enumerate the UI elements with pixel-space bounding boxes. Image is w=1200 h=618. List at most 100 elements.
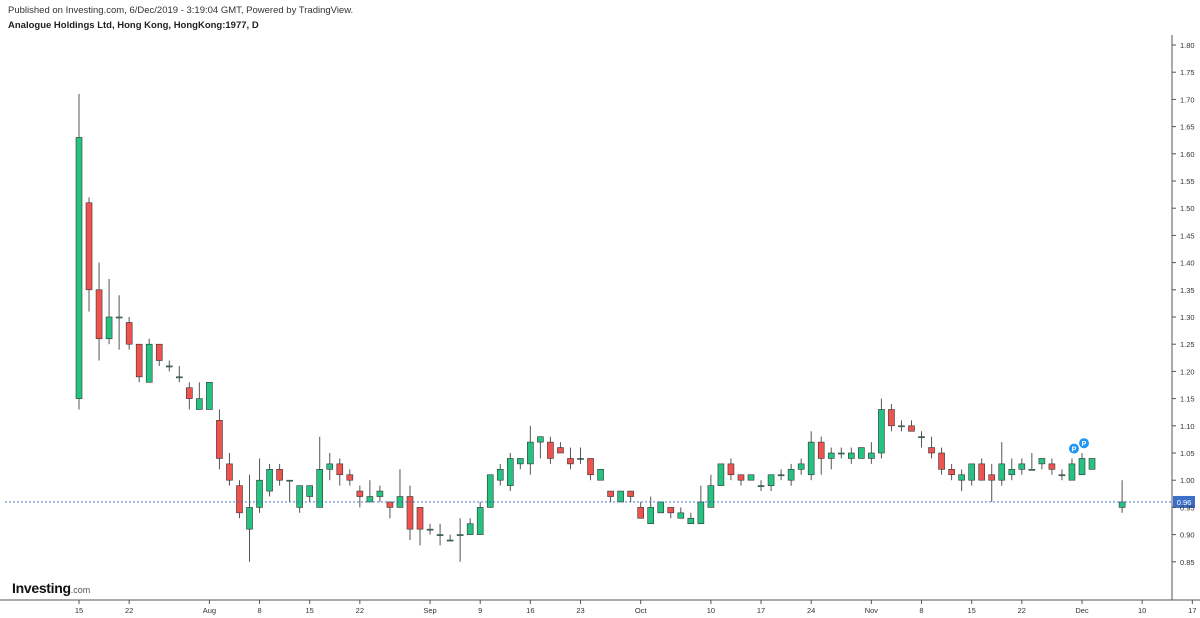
candle — [85, 197, 93, 312]
candle-body-up — [577, 458, 584, 460]
x-tick-label: Dec — [1075, 606, 1089, 615]
candle — [988, 463, 996, 502]
candle — [797, 458, 805, 475]
logo-name: Investing — [12, 580, 71, 596]
candle-body-down — [216, 420, 223, 459]
candle — [597, 469, 604, 481]
y-tick-label: 1.10 — [1180, 422, 1195, 431]
y-tick-label: 1.40 — [1180, 259, 1195, 268]
candle-body-up — [787, 469, 795, 481]
candle-body-up — [517, 458, 524, 465]
candle-body-down — [236, 485, 243, 514]
candle-body-down — [727, 463, 735, 476]
y-tick-label: 1.60 — [1180, 150, 1195, 159]
x-tick-label: 22 — [1018, 606, 1026, 615]
candle — [537, 436, 544, 459]
candle — [958, 469, 965, 492]
candle — [978, 458, 986, 481]
candle-body-up — [105, 316, 113, 340]
candle-body-up — [506, 458, 514, 486]
candle — [1088, 458, 1096, 470]
event-marker-label: P — [1072, 447, 1077, 454]
candle — [557, 442, 564, 454]
candle-body-down — [928, 447, 935, 454]
candle — [918, 431, 925, 448]
candle-body-up — [476, 507, 484, 535]
candle-body-up — [647, 507, 655, 525]
candle-body-up — [1008, 469, 1016, 476]
candle-body-up — [486, 474, 494, 508]
candle — [527, 425, 534, 475]
candle-body-up — [958, 474, 965, 481]
event-marker-label: P — [1082, 441, 1087, 448]
candle — [647, 496, 655, 525]
candle-body-up — [657, 501, 665, 514]
x-tick-label: 15 — [75, 606, 83, 615]
candle — [145, 338, 153, 383]
x-tick-label: 17 — [757, 606, 765, 615]
candle-body-down — [226, 463, 233, 481]
published-caption: Published on Investing.com, 6/Dec/2019 -… — [8, 5, 354, 16]
candle-body-up — [827, 452, 835, 459]
candle-body-up — [858, 447, 865, 459]
candles — [75, 93, 1126, 562]
candle-body-up — [426, 528, 434, 531]
candle-body-up — [998, 463, 1006, 481]
candle — [667, 507, 675, 519]
candle — [246, 474, 253, 562]
candle-body-up — [807, 441, 815, 476]
candle — [858, 447, 865, 459]
symbol-title: Analogue Holdings Ltd, Hong Kong, HongKo… — [8, 20, 259, 31]
investing-logo: Investing.com — [12, 580, 90, 596]
candle-body-down — [346, 474, 354, 481]
candle-body-down — [607, 490, 614, 497]
candle-body-down — [667, 507, 675, 514]
last-price-label: 0.96 — [1177, 498, 1192, 507]
candle — [336, 458, 344, 486]
candle — [226, 453, 233, 486]
candle — [276, 463, 283, 486]
candle — [216, 409, 223, 470]
y-tick-label: 1.55 — [1180, 177, 1195, 186]
candle-body-down — [737, 474, 745, 481]
candle-body-up — [1088, 458, 1096, 470]
candle — [506, 453, 514, 492]
candle — [547, 436, 554, 464]
y-tick-label: 1.75 — [1180, 68, 1195, 77]
candle — [406, 485, 414, 541]
candle-body-down — [95, 289, 103, 340]
candle — [1048, 458, 1056, 475]
candle — [868, 442, 875, 464]
candle — [968, 463, 975, 486]
candle — [848, 447, 855, 464]
candle-body-up — [677, 512, 685, 519]
candle — [376, 485, 384, 502]
candle — [1068, 458, 1076, 481]
candle — [165, 360, 173, 372]
candle-body-down — [1048, 463, 1056, 470]
candle-body-up — [767, 474, 775, 486]
candle-body-up — [617, 490, 624, 503]
candle — [948, 463, 955, 481]
candle — [446, 534, 454, 542]
candle-body-up — [527, 441, 534, 465]
candle-body-up — [176, 376, 183, 379]
candle-body-up — [165, 365, 173, 368]
candle-body-up — [1078, 458, 1086, 476]
candle — [206, 381, 213, 410]
candle-body-up — [1118, 501, 1126, 508]
candle-body-down — [416, 507, 424, 530]
candle-body-up — [707, 485, 715, 508]
x-tick-label: 8 — [919, 606, 923, 615]
candle — [286, 479, 293, 502]
candle-body-up — [747, 474, 755, 481]
candle — [617, 490, 624, 503]
candle-body-down — [386, 501, 394, 508]
candle — [256, 458, 263, 513]
candle — [1058, 469, 1066, 481]
logo-domain: .com — [70, 585, 91, 595]
candle-body-up — [1068, 463, 1076, 481]
candle-body-up — [316, 469, 324, 508]
candle — [607, 490, 614, 502]
